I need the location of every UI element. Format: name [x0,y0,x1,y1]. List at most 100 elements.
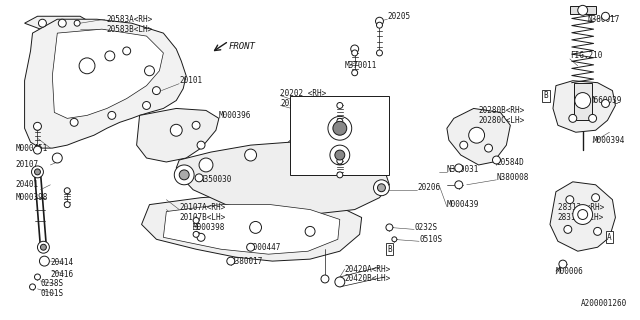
Circle shape [378,184,385,192]
Circle shape [79,58,95,74]
Circle shape [564,225,572,233]
Text: M000439: M000439 [447,200,479,209]
Polygon shape [176,142,389,214]
Circle shape [33,122,42,130]
Text: 20280B<RH>: 20280B<RH> [479,106,525,115]
Text: 20583B<LH>: 20583B<LH> [107,25,153,34]
Circle shape [589,114,596,122]
Circle shape [35,274,40,280]
Text: 28313A<LH>: 28313A<LH> [558,213,604,222]
Circle shape [392,237,397,242]
Circle shape [35,124,40,130]
Text: 20107A<RH>: 20107A<RH> [179,203,225,212]
Text: 20420B<LH>: 20420B<LH> [345,275,391,284]
Text: 20204D: 20204D [305,124,333,133]
Circle shape [38,241,49,253]
Text: 20414: 20414 [51,258,74,267]
Text: 0232S: 0232S [414,223,437,232]
Circle shape [250,221,262,233]
Circle shape [335,277,345,287]
Text: A200001260: A200001260 [581,299,627,308]
Circle shape [468,127,484,143]
Circle shape [38,19,46,27]
Polygon shape [52,29,163,118]
Circle shape [123,47,131,55]
Polygon shape [24,19,186,148]
Circle shape [35,169,40,175]
Circle shape [195,174,203,182]
Circle shape [305,227,315,236]
Circle shape [374,180,389,196]
Text: N380017: N380017 [588,15,620,24]
Circle shape [460,141,468,149]
Circle shape [337,172,343,178]
Text: 20202 <RH>: 20202 <RH> [280,89,326,98]
Circle shape [108,111,116,119]
Text: 0238S: 0238S [40,279,63,288]
Circle shape [321,275,329,283]
Circle shape [197,141,205,149]
Circle shape [31,166,44,178]
Circle shape [602,100,609,108]
Circle shape [246,243,255,251]
Circle shape [376,50,383,56]
Text: 0101S: 0101S [40,289,63,298]
Circle shape [192,121,200,129]
Circle shape [58,19,66,27]
Circle shape [52,153,62,163]
Circle shape [29,284,35,290]
Circle shape [337,158,343,164]
Circle shape [333,121,347,135]
Circle shape [193,231,199,237]
Text: B: B [387,245,392,254]
Text: 20420A<RH>: 20420A<RH> [345,265,391,274]
Polygon shape [550,182,616,251]
Text: 20401: 20401 [15,180,39,189]
Text: 20202A<LH>: 20202A<LH> [280,99,326,108]
Text: 20280C<LH>: 20280C<LH> [479,116,525,125]
Circle shape [575,92,591,108]
Circle shape [578,5,588,15]
Polygon shape [136,108,219,162]
Text: 28313 <RH>: 28313 <RH> [558,203,604,212]
Text: 20206: 20206 [417,183,440,192]
Circle shape [353,161,367,175]
Text: B: B [544,91,548,100]
Circle shape [197,233,205,241]
Circle shape [330,145,349,165]
Circle shape [376,17,383,25]
Circle shape [591,194,600,202]
Text: 20584D: 20584D [497,158,524,167]
Circle shape [484,144,493,152]
Circle shape [386,224,393,231]
Text: FIG.210: FIG.210 [570,52,602,60]
Circle shape [174,165,194,185]
Text: M370011: M370011 [345,61,377,70]
Circle shape [74,20,80,26]
Text: M00006: M00006 [556,267,584,276]
Circle shape [35,146,40,152]
Circle shape [569,114,577,122]
Text: N350030: N350030 [199,175,232,184]
Circle shape [304,152,316,164]
Text: N350031: N350031 [447,165,479,174]
Text: M000398: M000398 [193,223,225,232]
Circle shape [152,87,161,95]
Circle shape [578,210,588,220]
Circle shape [64,188,70,194]
Circle shape [566,196,574,204]
Circle shape [328,116,352,140]
Circle shape [170,124,182,136]
Text: M000398: M000398 [15,193,48,202]
Circle shape [455,181,463,189]
Circle shape [227,257,235,265]
Polygon shape [553,81,616,132]
Text: 20107: 20107 [15,160,39,170]
Circle shape [193,218,199,223]
Text: M000394: M000394 [593,136,625,145]
Circle shape [244,149,257,161]
Text: 20583A<RH>: 20583A<RH> [107,15,153,24]
Text: 20205: 20205 [387,12,410,21]
Bar [291,96,389,175]
Text: N380017: N380017 [231,257,263,266]
